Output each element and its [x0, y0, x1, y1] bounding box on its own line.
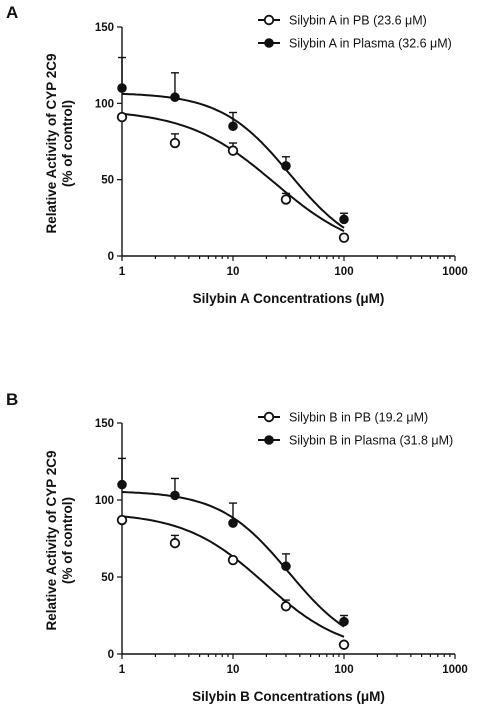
- y-tick-label: 100: [95, 98, 114, 110]
- data-point-filled: [117, 83, 127, 93]
- y-tick-label: 0: [108, 251, 114, 263]
- y-tick-label: 150: [95, 22, 114, 34]
- legend-label: Silybin B in Plasma (31.8 μM): [289, 434, 453, 448]
- data-point-filled: [339, 616, 349, 627]
- legend-label: Silybin B in PB (19.2 μM): [289, 411, 428, 425]
- y-tick-label: 100: [95, 495, 114, 507]
- x-tick-label: 1000: [442, 664, 468, 676]
- data-point-open: [338, 232, 350, 243]
- x-tick-label: 10: [227, 266, 240, 278]
- x-tick-label: 1: [119, 266, 126, 278]
- legend-marker-open: [263, 14, 275, 26]
- legend-label: Silybin A in PB (23.6 μM): [289, 14, 427, 28]
- x-tick-label: 1: [119, 664, 126, 676]
- data-point-open: [227, 554, 239, 566]
- y-axis-subtitle: (% of control): [60, 497, 75, 584]
- x-tick-label: 100: [334, 266, 353, 278]
- y-axis-title: Relative Activity of CYP 2C9: [44, 450, 59, 630]
- data-point-filled: [228, 518, 238, 528]
- panel-letter: B: [6, 390, 18, 409]
- y-tick-label: 150: [95, 418, 114, 430]
- legend-marker-open: [263, 411, 275, 423]
- y-tick-label: 0: [108, 649, 114, 661]
- legend-label: Silybin A in Plasma (32.6 μM): [289, 37, 452, 51]
- legend-marker-filled: [264, 38, 274, 48]
- data-point-filled: [281, 161, 291, 171]
- y-tick-label: 50: [101, 572, 114, 584]
- data-point-filled: [117, 479, 127, 490]
- data-point-open: [116, 514, 128, 526]
- y-axis-title: Relative Activity of CYP 2C9: [44, 53, 59, 233]
- y-tick-label: 50: [101, 175, 114, 187]
- data-point-open: [116, 111, 128, 123]
- fit-curve-series-1: [121, 112, 345, 233]
- data-point-open: [169, 537, 181, 549]
- data-point-open: [338, 639, 350, 650]
- data-point-filled: [339, 214, 349, 225]
- x-axis-title: Silybin A Concentrations (μM): [193, 291, 385, 306]
- chart-panel-a: A 0 50 100 150 1 10 100 1000 Silybin A Concentrat…: [6, 3, 468, 306]
- x-tick-label: 1000: [442, 266, 468, 278]
- data-point-filled: [281, 561, 291, 572]
- data-point-open: [280, 601, 292, 612]
- data-point-filled: [170, 490, 180, 501]
- fit-curve-series-1: [121, 515, 345, 638]
- data-point-filled: [170, 92, 180, 103]
- x-axis-title: Silybin B Concentrations (μM): [192, 689, 385, 704]
- y-axis-subtitle: (% of control): [60, 100, 75, 187]
- data-point-open: [169, 137, 181, 149]
- legend-marker-filled: [264, 435, 274, 445]
- panel-letter: A: [6, 3, 18, 22]
- chart-panel-b: B 0 50 100 150 1 10 100 1000 Silybin B Concentrat…: [6, 390, 468, 704]
- x-tick-label: 100: [334, 664, 353, 676]
- data-point-open: [227, 145, 239, 156]
- x-tick-label: 10: [227, 664, 240, 676]
- data-point-filled: [228, 121, 238, 132]
- data-point-open: [280, 194, 292, 205]
